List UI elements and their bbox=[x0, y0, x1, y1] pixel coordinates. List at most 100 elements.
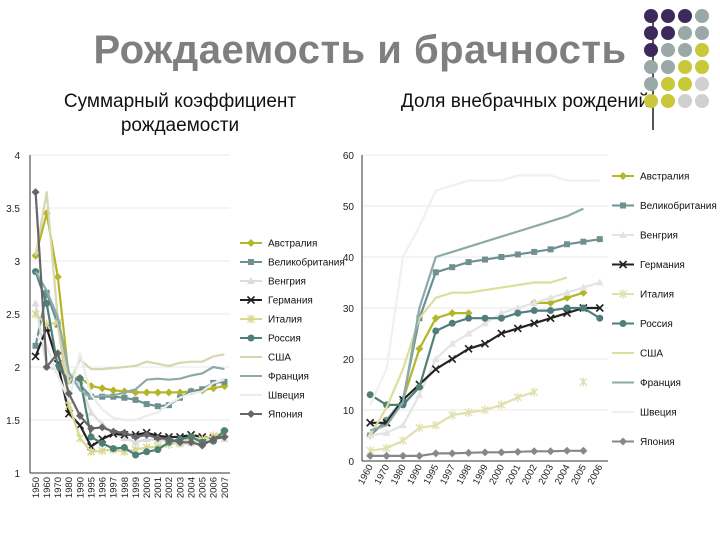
data-point bbox=[481, 314, 489, 322]
series-австралия bbox=[366, 288, 588, 440]
decorative-dot-grid bbox=[644, 9, 709, 108]
y-tick-label: 20 bbox=[343, 355, 355, 366]
data-point bbox=[220, 432, 229, 441]
x-tick-label: 2001 bbox=[504, 463, 524, 487]
decorative-dot bbox=[644, 60, 658, 74]
data-point bbox=[619, 289, 627, 299]
data-point bbox=[464, 448, 473, 457]
x-tick-label: 1999 bbox=[471, 463, 491, 487]
data-point bbox=[366, 418, 375, 427]
x-tick-label: 1997 bbox=[109, 477, 120, 498]
data-point bbox=[382, 443, 391, 453]
data-point bbox=[246, 295, 256, 305]
right-chart-subtitle: Доля внебрачных рождений bbox=[400, 91, 650, 112]
data-point bbox=[449, 264, 456, 271]
data-point bbox=[164, 435, 173, 444]
series-венгрия bbox=[366, 278, 604, 439]
data-point bbox=[595, 278, 604, 286]
legend-label: Япония bbox=[268, 410, 303, 421]
data-point bbox=[481, 448, 489, 457]
series-line bbox=[34, 191, 225, 386]
data-point bbox=[546, 298, 555, 307]
legend-item-великобритания: Великобритания bbox=[612, 200, 717, 212]
data-point bbox=[563, 288, 571, 296]
left-chart-subtitle: Суммарный коэффициент рождаемости bbox=[63, 91, 297, 136]
data-point bbox=[596, 314, 604, 322]
legend-label: Германия bbox=[640, 260, 685, 271]
x-tick-label: 1996 bbox=[98, 477, 109, 498]
legend-item-германия: Германия bbox=[240, 296, 313, 307]
data-point bbox=[248, 259, 254, 265]
x-tick-label: 1950 bbox=[31, 477, 42, 498]
data-point bbox=[546, 314, 555, 323]
decorative-dot bbox=[695, 94, 709, 108]
legend-item-австралия: Австралия bbox=[240, 239, 317, 250]
y-tick-label: 10 bbox=[343, 406, 355, 417]
x-tick-label: 2002 bbox=[164, 477, 175, 498]
decorative-dot bbox=[661, 9, 675, 23]
data-point bbox=[109, 386, 118, 395]
data-point bbox=[209, 384, 218, 393]
data-point bbox=[448, 319, 456, 327]
data-point bbox=[618, 260, 628, 269]
data-point bbox=[530, 298, 539, 306]
data-point bbox=[481, 319, 489, 327]
data-point bbox=[464, 344, 473, 353]
data-point bbox=[530, 319, 539, 328]
legend-item-сша: США bbox=[612, 349, 663, 360]
data-point bbox=[579, 304, 587, 312]
decorative-dot bbox=[661, 77, 675, 91]
legend-label: Австралия bbox=[640, 172, 689, 183]
data-point bbox=[31, 309, 40, 319]
data-point bbox=[546, 447, 555, 456]
series-франция bbox=[369, 207, 584, 432]
series-сша bbox=[369, 276, 568, 437]
series-line bbox=[369, 207, 584, 432]
y-tick-label: 2.5 bbox=[6, 310, 20, 321]
data-point bbox=[432, 269, 439, 276]
data-point bbox=[415, 390, 424, 398]
legend-label: Великобритания bbox=[268, 257, 345, 269]
data-point bbox=[497, 400, 506, 410]
data-point bbox=[530, 387, 539, 397]
series-line bbox=[34, 334, 225, 422]
data-point bbox=[98, 384, 107, 393]
data-point bbox=[109, 427, 118, 436]
legend-item-франция: Франция bbox=[240, 372, 309, 383]
decorative-dot bbox=[695, 26, 709, 40]
data-point bbox=[76, 411, 84, 420]
data-point bbox=[209, 435, 218, 444]
data-point bbox=[448, 339, 457, 347]
data-point bbox=[480, 339, 490, 348]
data-point bbox=[383, 417, 390, 424]
decorative-dot bbox=[678, 94, 692, 108]
series-япония bbox=[31, 188, 229, 450]
data-point bbox=[153, 434, 162, 443]
data-point bbox=[188, 388, 195, 395]
legend-item-италия: Италия bbox=[240, 314, 302, 326]
data-point bbox=[247, 239, 255, 247]
data-point bbox=[176, 388, 184, 397]
x-tick-label: 1970 bbox=[53, 477, 64, 498]
x-tick-label: 2006 bbox=[586, 463, 606, 487]
data-point bbox=[513, 392, 522, 402]
data-point bbox=[514, 309, 522, 317]
data-point bbox=[415, 383, 423, 391]
data-point bbox=[98, 439, 106, 447]
decorative-dot bbox=[678, 43, 692, 57]
data-point bbox=[247, 334, 255, 342]
data-point bbox=[98, 446, 107, 456]
data-point bbox=[620, 202, 626, 209]
data-point bbox=[596, 236, 603, 243]
legend-label: Франция bbox=[268, 372, 309, 383]
series-россия bbox=[366, 304, 604, 409]
series-line bbox=[369, 174, 600, 406]
data-point bbox=[176, 438, 184, 447]
data-point bbox=[64, 389, 73, 398]
data-point bbox=[199, 386, 206, 393]
legend-item-великобритания: Великобритания bbox=[240, 257, 345, 269]
data-point bbox=[415, 423, 424, 433]
data-point bbox=[31, 188, 40, 197]
series-япония bbox=[366, 446, 588, 460]
